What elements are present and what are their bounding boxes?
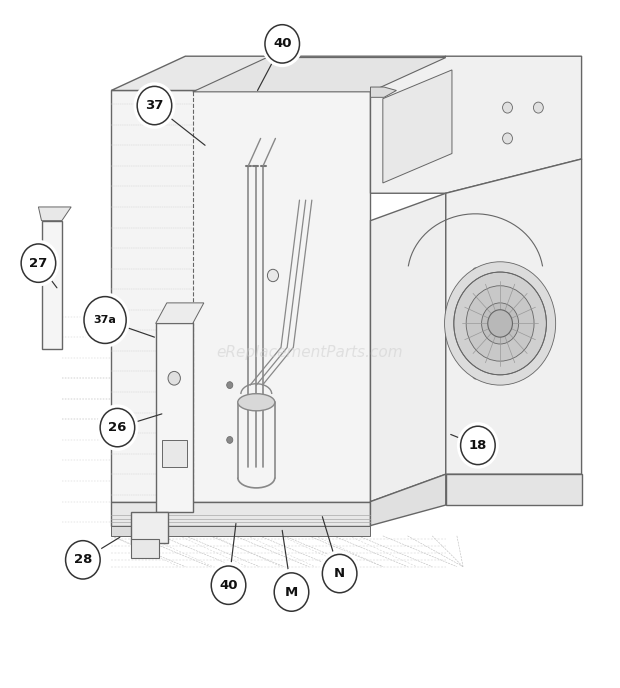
Polygon shape (383, 70, 452, 183)
Circle shape (457, 422, 499, 469)
Text: 37a: 37a (94, 315, 117, 325)
Text: eReplacementParts.com: eReplacementParts.com (216, 345, 404, 360)
Text: 28: 28 (74, 553, 92, 566)
Circle shape (510, 319, 518, 328)
Polygon shape (371, 474, 446, 526)
Polygon shape (38, 207, 71, 221)
Polygon shape (111, 502, 371, 526)
Text: 40: 40 (219, 579, 238, 592)
Circle shape (488, 310, 513, 337)
Circle shape (137, 87, 172, 125)
Circle shape (265, 25, 299, 63)
Text: 40: 40 (273, 37, 291, 50)
Circle shape (510, 284, 518, 294)
Polygon shape (111, 526, 371, 536)
Ellipse shape (482, 303, 518, 344)
Ellipse shape (466, 286, 534, 361)
Circle shape (81, 292, 130, 347)
Polygon shape (193, 58, 446, 92)
Ellipse shape (445, 261, 556, 385)
Ellipse shape (454, 272, 546, 375)
Polygon shape (371, 193, 446, 502)
Circle shape (100, 409, 135, 447)
Polygon shape (131, 539, 159, 558)
Circle shape (533, 102, 543, 113)
Circle shape (66, 541, 100, 579)
Circle shape (62, 537, 104, 583)
Circle shape (479, 339, 487, 349)
Circle shape (319, 550, 361, 597)
Ellipse shape (466, 268, 485, 379)
Polygon shape (371, 56, 582, 193)
Circle shape (97, 405, 138, 451)
Circle shape (270, 569, 312, 615)
Circle shape (168, 372, 180, 385)
Polygon shape (162, 440, 187, 467)
Circle shape (267, 269, 278, 281)
Circle shape (21, 244, 56, 282)
Text: 18: 18 (469, 439, 487, 452)
Circle shape (274, 573, 309, 611)
Circle shape (17, 240, 60, 286)
Circle shape (503, 133, 513, 144)
Circle shape (211, 566, 246, 604)
Text: 27: 27 (29, 257, 48, 270)
Polygon shape (446, 159, 582, 474)
Circle shape (503, 102, 513, 113)
Circle shape (461, 427, 495, 464)
Ellipse shape (238, 394, 275, 411)
Text: 37: 37 (145, 99, 164, 112)
Polygon shape (156, 323, 193, 512)
Circle shape (208, 562, 249, 608)
Polygon shape (446, 474, 582, 505)
Circle shape (322, 555, 357, 593)
Circle shape (84, 297, 126, 343)
Text: 26: 26 (108, 421, 126, 434)
Polygon shape (111, 56, 446, 90)
Polygon shape (156, 303, 204, 323)
Circle shape (133, 83, 175, 129)
Polygon shape (111, 90, 371, 502)
Text: M: M (285, 585, 298, 599)
Polygon shape (131, 512, 168, 543)
Circle shape (261, 21, 303, 67)
Polygon shape (42, 221, 62, 350)
Circle shape (227, 436, 233, 443)
Polygon shape (371, 87, 396, 97)
Circle shape (227, 382, 233, 389)
Text: N: N (334, 567, 345, 580)
